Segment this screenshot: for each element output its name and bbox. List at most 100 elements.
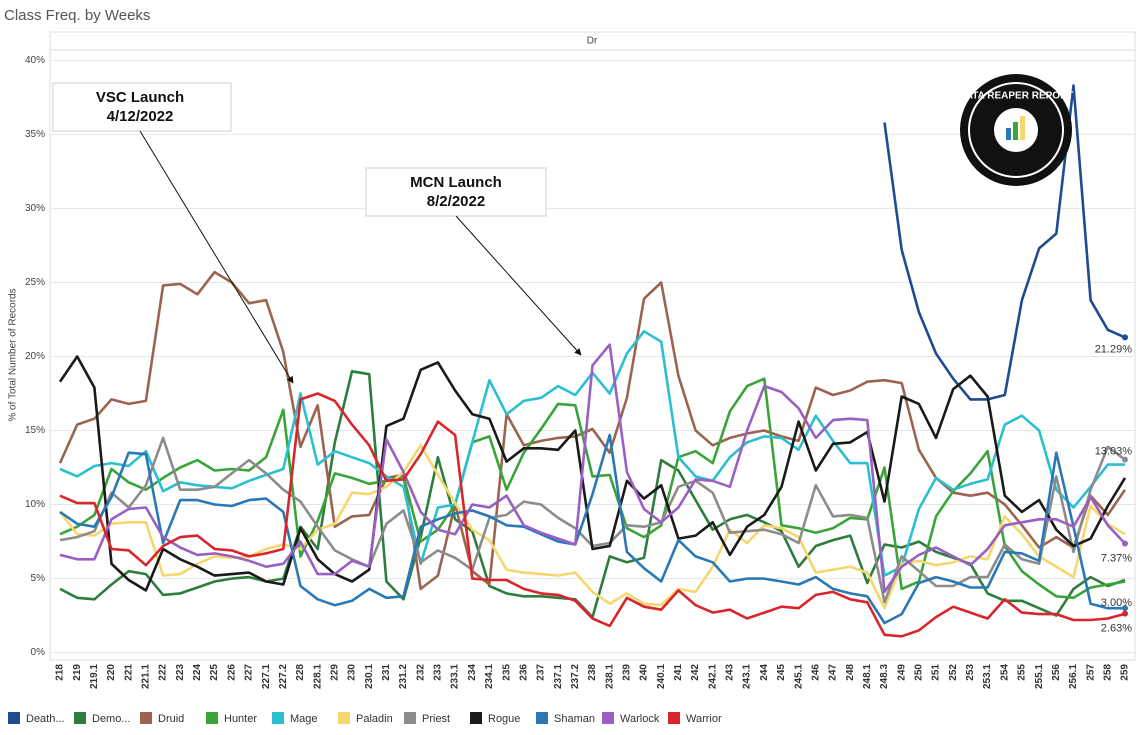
x-tick-label: 242 xyxy=(690,664,701,681)
x-tick-label: 238 xyxy=(587,664,598,681)
legend-swatch xyxy=(272,712,284,724)
x-tick-label: 233.1 xyxy=(450,664,461,689)
x-tick-label: 241 xyxy=(673,664,684,681)
x-tick-label: 235 xyxy=(501,664,512,681)
x-tick-label: 239 xyxy=(621,664,632,681)
annotation-box xyxy=(52,82,232,132)
value-label: 2.63% xyxy=(1101,623,1132,635)
legend-label: Paladin xyxy=(356,713,393,725)
annotation: VSC Launch 4/12/2022 xyxy=(52,82,294,384)
x-tick-label: 237.1 xyxy=(553,664,564,689)
value-label: 3.00% xyxy=(1101,597,1132,609)
annotation-label: MCN Launch xyxy=(410,174,502,191)
value-label: 13.03% xyxy=(1095,446,1133,458)
x-tick-label: 245.1 xyxy=(793,664,804,689)
y-tick-label: 35% xyxy=(25,129,45,140)
x-tick-label: 224 xyxy=(192,664,203,681)
annotation-label: VSC Launch xyxy=(96,89,184,106)
x-tick-label: 227 xyxy=(244,664,255,681)
legend-swatch xyxy=(536,712,548,724)
legend-label: Druid xyxy=(158,713,184,725)
legend-swatch xyxy=(602,712,614,724)
legend-label: Hunter xyxy=(224,713,257,725)
end-point xyxy=(1122,456,1128,463)
legend-swatch xyxy=(206,712,218,724)
y-tick-label: 25% xyxy=(25,277,45,288)
y-tick-label: 20% xyxy=(25,351,45,362)
x-tick-label: 244 xyxy=(759,664,770,681)
x-tick-label: 248 xyxy=(845,664,856,681)
x-tick-label: 234 xyxy=(467,664,478,681)
end-point xyxy=(1122,334,1128,341)
x-tick-label: 222 xyxy=(158,664,169,681)
grid: 0% 5% 10% 15% 20% 25% 30% 35% 40% xyxy=(25,55,1135,658)
annotation-date: 4/12/2022 xyxy=(107,108,174,125)
annotation-arrow xyxy=(139,130,294,384)
value-label: 7.37% xyxy=(1101,552,1132,564)
x-tick-label: 253 xyxy=(965,664,976,681)
x-tick-label: 221.1 xyxy=(141,664,152,689)
x-tick-label: 253.1 xyxy=(982,664,993,689)
x-tick-label: 237.2 xyxy=(570,664,581,689)
plot-area xyxy=(49,49,1136,661)
x-tick-label: 245 xyxy=(776,664,787,681)
series-line xyxy=(58,270,1127,591)
x-tick-label: 248.3 xyxy=(879,664,890,689)
legend-swatch xyxy=(74,712,86,724)
end-point xyxy=(1122,540,1128,547)
x-tick-label: 246 xyxy=(810,664,821,681)
x-tick-label: 252 xyxy=(948,664,959,681)
x-tick-label: 226 xyxy=(226,664,237,681)
x-tick-label: 229 xyxy=(329,664,340,681)
lines: 21.29% 13.03% 3.00% 7.37% 2.63% xyxy=(58,84,1133,638)
x-tick-label: 227.1 xyxy=(261,664,272,689)
legend-label: Death... xyxy=(26,713,65,725)
x-tick-label: 223 xyxy=(175,664,186,681)
x-tick-label: 225 xyxy=(209,664,220,681)
logo-bar xyxy=(1006,128,1011,140)
series-line xyxy=(883,84,1126,401)
legend-swatch xyxy=(338,712,350,724)
legend-label: Shaman xyxy=(554,713,595,725)
x-tick-label: 255 xyxy=(1017,664,1028,681)
x-tick-label: 256 xyxy=(1051,664,1062,681)
x-tick-label: 220 xyxy=(106,664,117,681)
x-tick-label: 219 xyxy=(72,664,83,681)
y-tick-label: 30% xyxy=(25,203,45,214)
x-tick-label: 243.1 xyxy=(742,664,753,689)
legend-label: Demo... xyxy=(92,713,131,725)
x-tick-label: 237 xyxy=(536,664,547,681)
x-tick-label: 218 xyxy=(55,664,66,681)
chart-title: Class Freq. by Weeks xyxy=(4,7,150,24)
x-tick-label: 228.1 xyxy=(312,664,323,689)
legend-swatch xyxy=(668,712,680,724)
y-axis-label: % of Total Number of Records xyxy=(8,288,19,421)
x-tick-label: 231.2 xyxy=(398,664,409,689)
y-tick-label: 5% xyxy=(31,573,46,584)
x-tick-label: 236 xyxy=(518,664,529,681)
x-tick-label: 257 xyxy=(1085,664,1096,681)
x-tick-label: 259 xyxy=(1120,664,1131,681)
series-line xyxy=(59,343,1126,594)
x-tick-label: 250 xyxy=(914,664,925,681)
y-tick-label: 15% xyxy=(25,425,45,436)
legend-label: Warrior xyxy=(686,713,722,725)
y-tick-label: 10% xyxy=(25,499,45,510)
logo-bar xyxy=(1013,122,1018,140)
annotation-date: 8/2/2022 xyxy=(427,193,485,210)
panel-label: Dr xyxy=(587,36,598,47)
y-tick-label: 0% xyxy=(31,647,46,658)
x-tick-label: 238.1 xyxy=(604,664,615,689)
x-tick-label: 243 xyxy=(725,664,736,681)
logo: DATA REAPER REPORT xyxy=(959,74,1073,186)
end-point xyxy=(1122,610,1128,617)
x-tick-label: 247 xyxy=(828,664,839,681)
logo-ring xyxy=(968,82,1064,178)
x-tick-label: 251 xyxy=(931,664,942,681)
x-tick-label: 248.1 xyxy=(862,664,873,689)
series-line xyxy=(59,436,1126,604)
legend-swatch xyxy=(140,712,152,724)
x-tick-label: 232 xyxy=(415,664,426,681)
legend-label: Priest xyxy=(422,713,450,725)
